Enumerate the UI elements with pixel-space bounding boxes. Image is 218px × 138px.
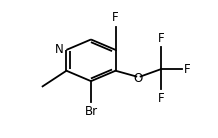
- Text: F: F: [158, 92, 164, 105]
- Text: F: F: [184, 63, 190, 76]
- Text: N: N: [55, 43, 64, 56]
- Text: F: F: [112, 11, 119, 24]
- Text: F: F: [158, 32, 164, 45]
- Text: O: O: [133, 71, 142, 84]
- Text: Br: Br: [84, 105, 97, 118]
